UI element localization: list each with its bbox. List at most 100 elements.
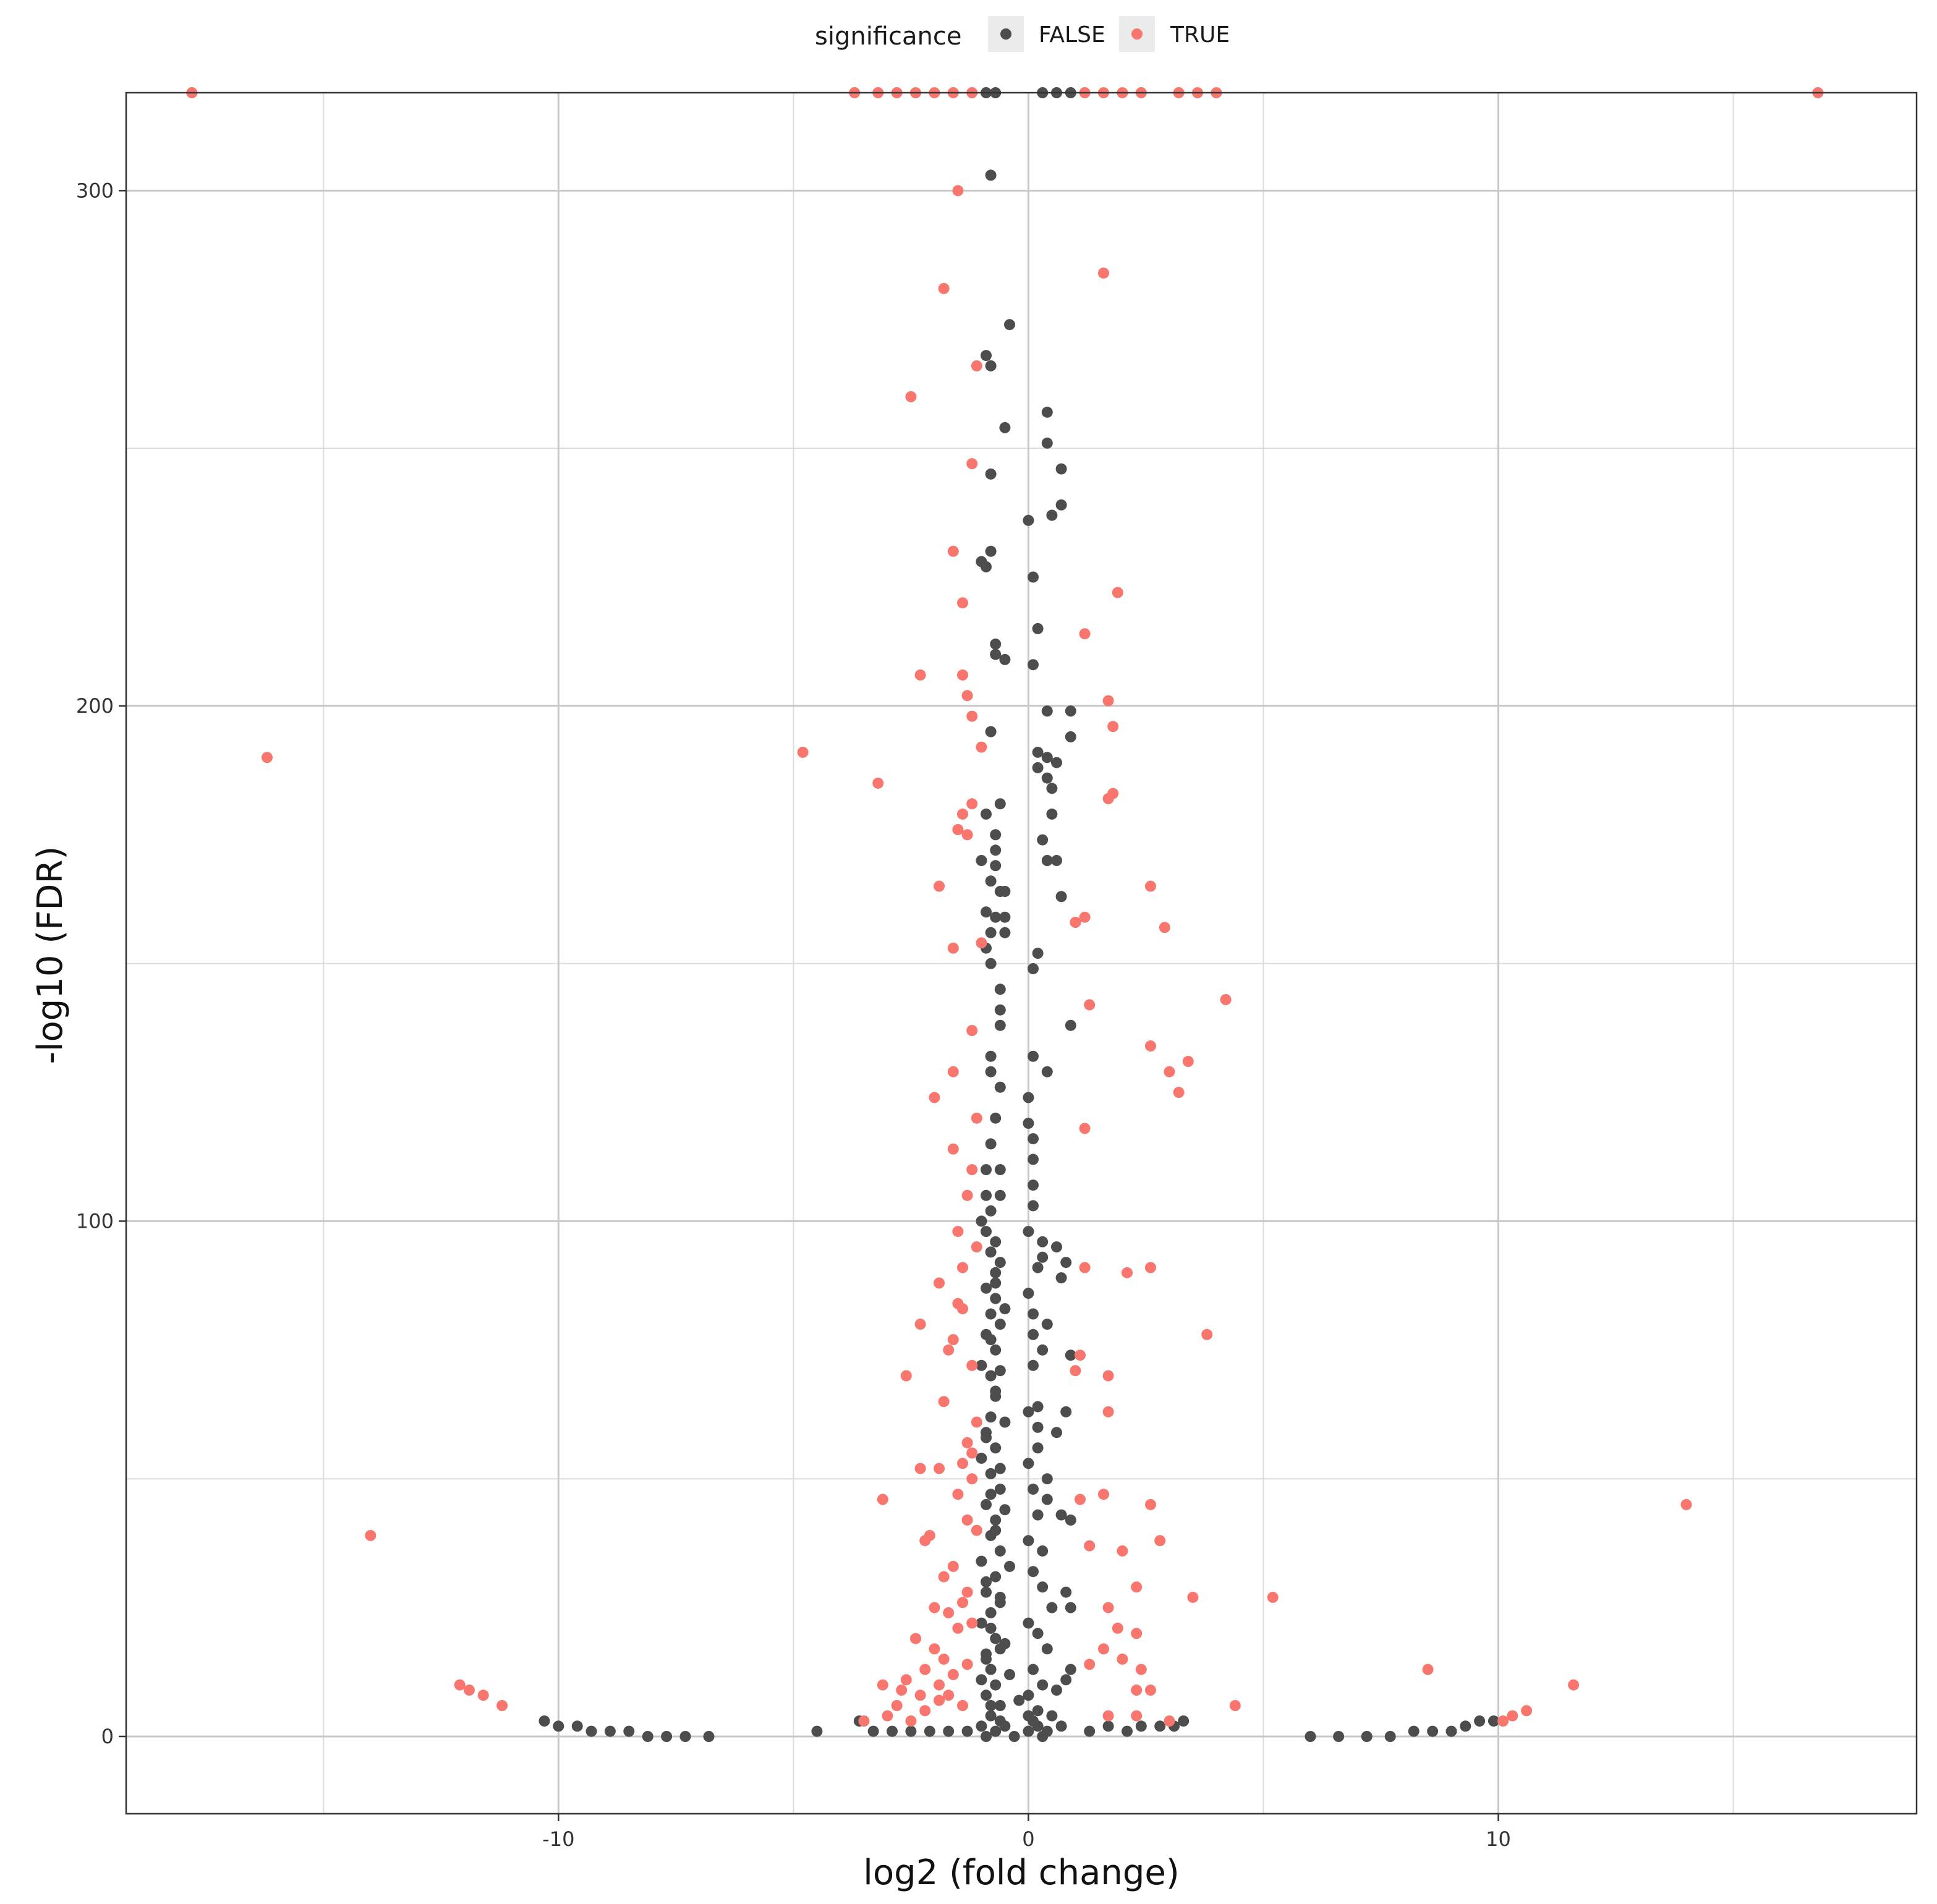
- data-point: [1037, 1731, 1049, 1742]
- data-point: [981, 1576, 992, 1587]
- data-point: [1023, 1092, 1034, 1103]
- data-point: [961, 1725, 973, 1737]
- data-point: [976, 1359, 987, 1371]
- data-point: [947, 1560, 959, 1572]
- data-point: [1201, 1328, 1213, 1340]
- data-point: [981, 1498, 992, 1510]
- data-point: [943, 1725, 955, 1737]
- data-point: [1305, 1731, 1316, 1742]
- data-point: [966, 1359, 978, 1371]
- data-point: [1098, 1489, 1109, 1500]
- data-point: [1102, 695, 1114, 707]
- plot-panel: [126, 93, 1917, 1814]
- data-point: [1041, 752, 1053, 763]
- y-tick-label: 100: [76, 1209, 114, 1233]
- data-point: [1041, 1066, 1053, 1077]
- data-point: [1084, 1659, 1096, 1670]
- data-point: [985, 1710, 997, 1722]
- data-point: [1028, 1566, 1039, 1578]
- data-point: [990, 844, 1002, 856]
- data-point: [1145, 1040, 1156, 1052]
- data-point: [981, 561, 992, 572]
- data-point: [929, 1602, 940, 1613]
- data-point: [858, 1715, 870, 1727]
- data-point: [1112, 1622, 1123, 1634]
- data-point: [365, 1529, 377, 1541]
- data-point: [981, 1689, 992, 1701]
- data-point: [1008, 1731, 1020, 1742]
- data-point: [1159, 922, 1170, 933]
- data-point: [999, 422, 1011, 433]
- data-point: [994, 1463, 1006, 1474]
- data-point: [957, 1458, 968, 1469]
- data-point: [961, 1659, 973, 1670]
- data-point: [990, 1442, 1002, 1454]
- data-point: [990, 648, 1002, 660]
- data-point: [981, 1282, 992, 1294]
- data-point: [872, 777, 884, 789]
- data-point: [1107, 721, 1119, 733]
- data-point: [797, 746, 809, 758]
- data-point: [1051, 1685, 1062, 1696]
- data-point: [1046, 1710, 1058, 1722]
- data-point: [994, 1019, 1006, 1031]
- data-point: [1075, 1494, 1086, 1505]
- data-point: [1041, 705, 1053, 717]
- y-tick-label: 0: [101, 1725, 114, 1748]
- data-point: [1037, 1236, 1049, 1247]
- data-point: [994, 1081, 1006, 1093]
- data-point: [1023, 1535, 1034, 1547]
- data-point: [496, 1700, 508, 1711]
- data-point: [1065, 731, 1076, 742]
- x-axis-title: log2 (fold change): [863, 1853, 1179, 1893]
- data-point: [990, 1236, 1002, 1247]
- data-point: [1028, 1715, 1039, 1727]
- data-point: [1102, 1720, 1114, 1732]
- data-point: [952, 1622, 964, 1634]
- data-point: [1164, 1715, 1175, 1727]
- data-point: [477, 1689, 489, 1701]
- data-point: [976, 1452, 987, 1464]
- data-point: [1112, 587, 1123, 598]
- data-point: [990, 1633, 1002, 1644]
- data-point: [1060, 1406, 1072, 1417]
- data-point: [985, 1411, 997, 1423]
- data-point: [1497, 1715, 1509, 1727]
- data-point: [887, 1725, 898, 1737]
- data-point: [985, 1308, 997, 1320]
- data-point: [905, 1725, 917, 1737]
- data-point: [1032, 1421, 1044, 1433]
- data-point: [1422, 1664, 1434, 1675]
- data-point: [642, 1731, 653, 1742]
- data-point: [990, 1277, 1002, 1289]
- data-point: [924, 1725, 935, 1737]
- y-tick-label: 200: [76, 694, 114, 718]
- data-point: [877, 1679, 888, 1691]
- data-point: [966, 458, 978, 470]
- data-point: [985, 1622, 997, 1634]
- data-point: [1028, 1154, 1039, 1165]
- data-point: [1079, 1262, 1091, 1273]
- data-point: [929, 1643, 940, 1655]
- data-point: [1051, 855, 1062, 866]
- data-point: [1229, 1700, 1241, 1711]
- data-point: [976, 1555, 987, 1567]
- y-tick-label: 300: [76, 179, 114, 202]
- data-point: [454, 1679, 466, 1691]
- data-point: [947, 942, 959, 954]
- data-point: [929, 1092, 940, 1103]
- data-point: [990, 1571, 1002, 1583]
- data-point: [877, 1494, 888, 1505]
- data-point: [981, 808, 992, 820]
- x-tick-label: -10: [542, 1827, 574, 1851]
- data-point: [1032, 762, 1044, 773]
- data-point: [1041, 772, 1053, 784]
- data-point: [971, 1112, 982, 1124]
- data-point: [1028, 1328, 1039, 1340]
- data-point: [985, 1700, 997, 1711]
- major-gridlines: [126, 93, 1917, 1814]
- data-point: [1028, 1359, 1039, 1371]
- data-point: [934, 1463, 945, 1474]
- data-point: [1028, 1483, 1039, 1495]
- data-point: [1046, 783, 1058, 794]
